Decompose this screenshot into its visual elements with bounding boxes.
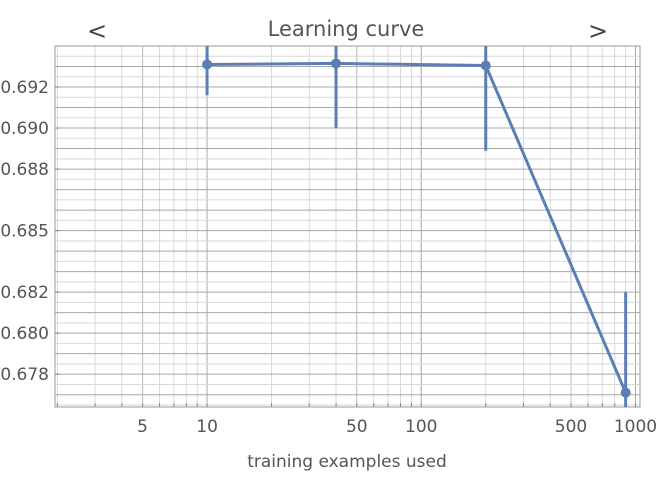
y-tick-label: 0.688 bbox=[0, 160, 49, 180]
data-point bbox=[331, 58, 342, 69]
x-tick-label: 50 bbox=[346, 417, 368, 437]
x-axis-label: training examples used bbox=[247, 452, 447, 472]
chart-title: Learning curve bbox=[268, 17, 425, 41]
x-tick-label: 10 bbox=[196, 417, 218, 437]
y-tick-label: 0.680 bbox=[0, 324, 49, 344]
y-tick-label: 0.685 bbox=[0, 222, 49, 242]
axis-ticks: 5 10 50 100 500 1000 0.678 0.680 0.682 0.685 0.688… bbox=[0, 78, 657, 437]
data-point bbox=[480, 60, 491, 71]
x-tick-label: 100 bbox=[405, 417, 437, 437]
series-layer bbox=[202, 46, 631, 407]
y-tick-label: 0.690 bbox=[0, 119, 49, 139]
series-line bbox=[207, 61, 628, 394]
y-tick-label: 0.682 bbox=[0, 283, 49, 303]
data-point bbox=[620, 387, 631, 398]
series-group bbox=[202, 46, 631, 407]
y-tick-label: 0.678 bbox=[0, 365, 49, 385]
data-point bbox=[202, 59, 213, 70]
next-chart-button[interactable]: > bbox=[588, 17, 608, 45]
x-tick-label: 1000 bbox=[614, 417, 657, 437]
plot-frame bbox=[54, 45, 641, 408]
x-tick-label: 5 bbox=[137, 417, 148, 437]
prev-chart-button[interactable]: < bbox=[87, 17, 107, 45]
x-tick-label: 500 bbox=[555, 417, 587, 437]
grid bbox=[55, 45, 640, 407]
y-tick-label: 0.692 bbox=[0, 78, 49, 98]
